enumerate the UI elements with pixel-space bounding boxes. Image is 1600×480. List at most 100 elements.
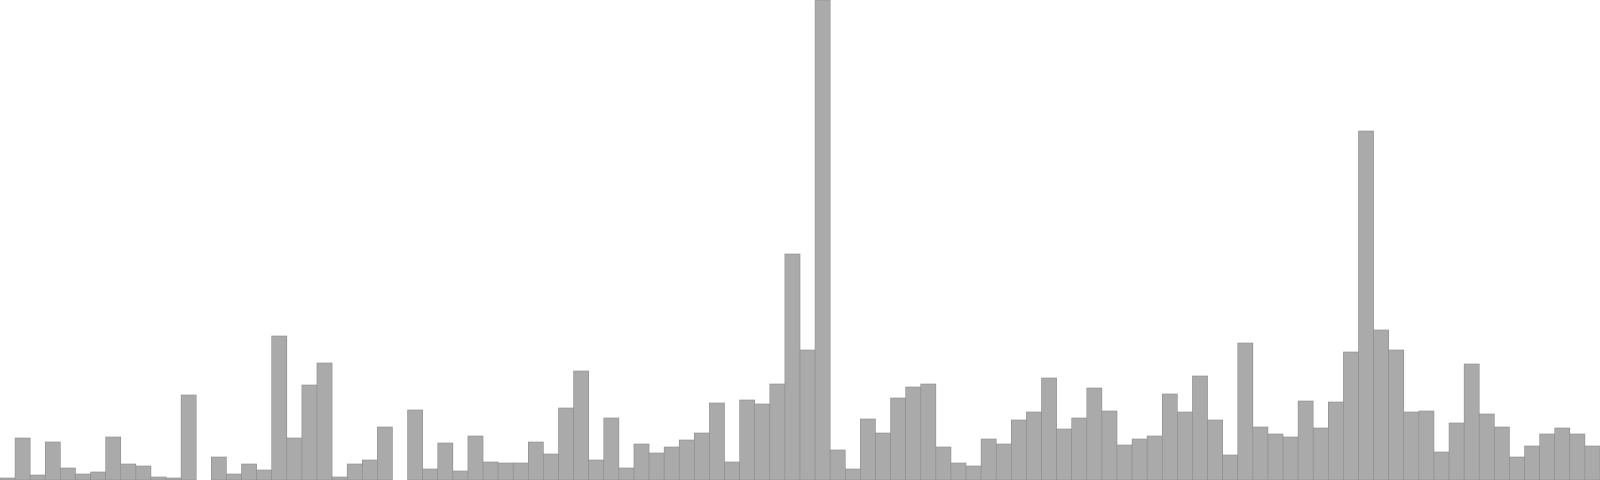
bar-46 bbox=[694, 432, 710, 480]
bar-71 bbox=[1071, 417, 1088, 480]
bar-21 bbox=[316, 362, 333, 480]
bar-85 bbox=[1282, 436, 1299, 480]
bar-89 bbox=[1343, 351, 1359, 480]
bar-59 bbox=[890, 397, 906, 480]
bar-53 bbox=[799, 349, 816, 480]
bar-73 bbox=[1101, 410, 1118, 480]
bar-64 bbox=[965, 465, 982, 480]
bar-61 bbox=[920, 383, 937, 480]
bar-2 bbox=[29, 474, 46, 480]
bar-17 bbox=[256, 469, 272, 480]
bar-57 bbox=[860, 418, 876, 480]
bar-78 bbox=[1177, 411, 1193, 480]
bar-49 bbox=[739, 399, 756, 480]
bar-105 bbox=[1584, 445, 1600, 480]
bar-92 bbox=[1388, 349, 1405, 480]
bar-39 bbox=[588, 459, 605, 480]
bar-66 bbox=[995, 443, 1012, 480]
bar-47 bbox=[709, 402, 725, 480]
bar-24 bbox=[361, 459, 378, 480]
bar-82 bbox=[1237, 342, 1254, 480]
bar-54 bbox=[814, 0, 831, 480]
bar-91 bbox=[1373, 329, 1389, 480]
bar-16 bbox=[241, 463, 257, 480]
bar-55 bbox=[829, 449, 846, 480]
bar-96 bbox=[1448, 422, 1465, 480]
bar-50 bbox=[754, 403, 771, 480]
bar-102 bbox=[1539, 433, 1556, 480]
bar-12 bbox=[180, 394, 197, 480]
bar-25 bbox=[377, 426, 393, 480]
bar-15 bbox=[226, 473, 242, 480]
bar-104 bbox=[1569, 433, 1586, 480]
bar-43 bbox=[648, 452, 665, 480]
bar-41 bbox=[618, 467, 635, 480]
bar-87 bbox=[1312, 427, 1329, 480]
bar-77 bbox=[1161, 393, 1178, 480]
bar-63 bbox=[950, 462, 967, 480]
bar-80 bbox=[1207, 419, 1223, 480]
bar-6 bbox=[90, 471, 106, 480]
bar-42 bbox=[633, 443, 650, 480]
bar-58 bbox=[875, 432, 891, 480]
bar-44 bbox=[663, 446, 680, 480]
bar-32 bbox=[482, 461, 499, 480]
bar-93 bbox=[1403, 411, 1420, 480]
bar-14 bbox=[211, 456, 227, 480]
bar-81 bbox=[1222, 454, 1239, 480]
bar-19 bbox=[286, 437, 303, 480]
bar-4 bbox=[60, 467, 76, 480]
bar-99 bbox=[1494, 426, 1510, 480]
bar-18 bbox=[271, 335, 288, 480]
bar-98 bbox=[1478, 413, 1495, 480]
bar-69 bbox=[1041, 377, 1057, 480]
bar-9 bbox=[135, 465, 152, 480]
bar-101 bbox=[1524, 445, 1540, 480]
bar-68 bbox=[1026, 411, 1042, 480]
bar-60 bbox=[905, 386, 922, 480]
bar-83 bbox=[1252, 426, 1269, 480]
bar-100 bbox=[1509, 456, 1525, 480]
bar-86 bbox=[1297, 400, 1314, 480]
bar-3 bbox=[44, 441, 61, 480]
bar-84 bbox=[1267, 433, 1284, 480]
bar-79 bbox=[1192, 375, 1208, 480]
bar-36 bbox=[543, 453, 559, 480]
bar-62 bbox=[935, 446, 952, 480]
bar-76 bbox=[1146, 435, 1163, 480]
bar-90 bbox=[1358, 130, 1374, 480]
bar-75 bbox=[1131, 438, 1148, 480]
bar-35 bbox=[527, 441, 544, 480]
bar-48 bbox=[724, 461, 740, 480]
bar-29 bbox=[437, 442, 454, 480]
bar-27 bbox=[407, 409, 423, 480]
bar-65 bbox=[980, 438, 997, 480]
bar-34 bbox=[512, 462, 529, 480]
bar-23 bbox=[346, 463, 363, 480]
bar-40 bbox=[603, 417, 620, 480]
bar-37 bbox=[558, 407, 574, 480]
bar-88 bbox=[1328, 401, 1344, 480]
bar-74 bbox=[1116, 444, 1133, 480]
bar-72 bbox=[1086, 387, 1103, 480]
bar-56 bbox=[844, 468, 861, 480]
bar-31 bbox=[467, 435, 484, 480]
bar-28 bbox=[422, 468, 439, 480]
bar-95 bbox=[1433, 451, 1450, 480]
bar-30 bbox=[452, 470, 469, 480]
bar-1 bbox=[14, 437, 31, 480]
bar-103 bbox=[1554, 427, 1571, 480]
bar-33 bbox=[497, 462, 514, 480]
bar-97 bbox=[1463, 363, 1480, 480]
bar-20 bbox=[301, 384, 318, 480]
bar-67 bbox=[1011, 419, 1027, 480]
bar-52 bbox=[784, 253, 801, 480]
bar-8 bbox=[120, 463, 137, 480]
bar-45 bbox=[678, 439, 695, 480]
bar-7 bbox=[105, 436, 122, 480]
bar-38 bbox=[573, 370, 589, 480]
bar-70 bbox=[1056, 428, 1072, 480]
bar-5 bbox=[75, 473, 91, 480]
